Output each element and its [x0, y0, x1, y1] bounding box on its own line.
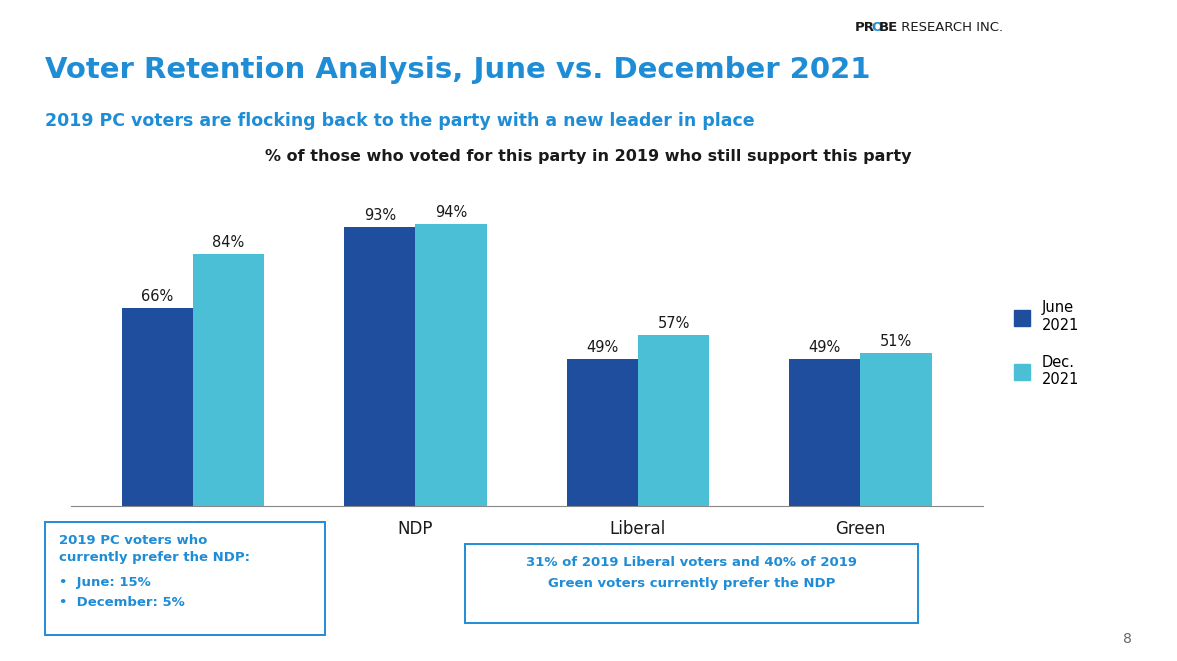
Text: 51%: 51% — [880, 334, 912, 349]
Text: 31% of 2019 Liberal voters and 40% of 2019: 31% of 2019 Liberal voters and 40% of 20… — [526, 556, 857, 569]
Text: RESEARCH INC.: RESEARCH INC. — [897, 21, 1003, 34]
Bar — [345, 227, 415, 506]
Bar — [567, 359, 638, 506]
Text: 94%: 94% — [435, 205, 467, 220]
Text: Voter Retention Analysis, June vs. December 2021: Voter Retention Analysis, June vs. Decem… — [45, 56, 870, 84]
Text: 8: 8 — [1123, 633, 1132, 646]
Text: •  June: 15%: • June: 15% — [59, 576, 151, 590]
Bar — [790, 359, 860, 506]
Text: 84%: 84% — [213, 235, 245, 250]
Text: PR: PR — [855, 21, 875, 34]
Text: 2019 PC voters who: 2019 PC voters who — [59, 534, 207, 547]
Text: 57%: 57% — [658, 316, 690, 331]
Bar — [193, 254, 264, 506]
Text: 49%: 49% — [809, 340, 840, 355]
Bar — [638, 334, 709, 506]
Text: BE: BE — [879, 21, 898, 34]
Text: currently prefer the NDP:: currently prefer the NDP: — [59, 551, 250, 564]
Text: •  December: 5%: • December: 5% — [59, 596, 185, 609]
Bar — [121, 308, 193, 506]
Text: 93%: 93% — [364, 208, 395, 223]
Bar — [415, 224, 486, 506]
Bar — [860, 353, 932, 506]
Text: 49%: 49% — [586, 340, 618, 355]
Text: O: O — [871, 21, 883, 34]
Text: % of those who voted for this party in 2019 who still support this party: % of those who voted for this party in 2… — [265, 149, 912, 164]
Text: 2019 PC voters are flocking back to the party with a new leader in place: 2019 PC voters are flocking back to the … — [45, 112, 754, 130]
Text: Green voters currently prefer the NDP: Green voters currently prefer the NDP — [547, 577, 836, 590]
Legend: June
2021, Dec.
2021: June 2021, Dec. 2021 — [1009, 295, 1085, 393]
Text: 66%: 66% — [141, 289, 173, 304]
